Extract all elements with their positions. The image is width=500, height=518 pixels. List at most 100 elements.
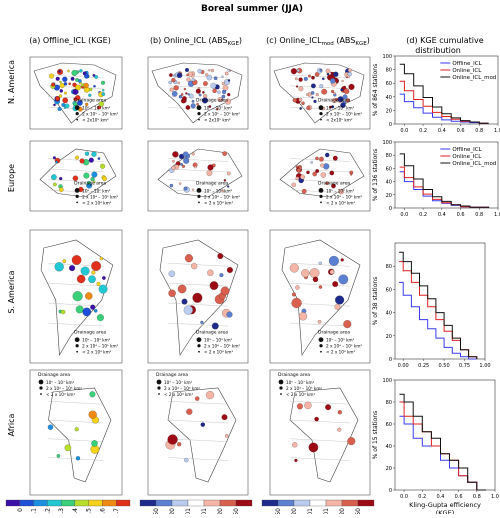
legend-title: Drainage area [74,98,106,104]
station-marker [55,96,60,101]
legend-label: 10⁵ – 10⁶ km² [82,338,111,343]
station-marker [202,91,205,94]
station-marker [186,77,191,82]
station-marker [55,76,60,81]
station-marker [325,152,330,158]
y-axis-label: % of 15 stations [372,411,379,460]
station-marker [100,80,105,85]
station-marker [292,292,297,297]
legend-label: < 2 x 10⁴ km² [204,200,233,205]
legend-marker [39,386,43,390]
colorbar-abs-b: −0.50 −0.20 −0.01 0.01 0.20 0.50 [139,499,253,518]
legend-label: 2 x 10⁵ – 10⁶ km² [326,112,362,117]
y-tick-label: 0 [389,488,392,494]
station-marker [211,322,219,330]
colorbar-tick-label: 0 [17,508,24,512]
legend-label: 10⁵ – 10⁷ km² [286,380,315,385]
station-marker [97,105,102,110]
y-tick-label: 20 [386,108,392,114]
station-marker [313,99,317,104]
x-tick-label: 0.4 [436,494,444,500]
station-marker [325,181,329,185]
station-marker [168,270,175,277]
border-line [167,438,229,442]
station-marker [207,164,214,171]
station-marker [312,276,319,283]
station-marker [96,281,101,286]
legend-marker [320,350,322,353]
station-marker [342,94,348,100]
station-marker [98,101,105,107]
station-marker [191,99,195,103]
legend-marker [279,386,283,390]
station-marker [168,289,176,297]
station-marker [62,259,67,264]
station-marker [180,93,184,96]
station-marker [94,75,98,79]
station-marker [92,73,96,77]
station-marker [71,69,78,76]
station-marker [68,82,72,86]
station-marker [298,312,308,321]
legend-marker [40,393,42,395]
station-marker [81,86,84,89]
station-marker [311,83,316,89]
station-marker [183,186,188,191]
station-marker [181,96,187,101]
station-marker [62,97,68,104]
station-marker [202,97,209,104]
station-marker [173,85,179,91]
legend-label: < 2 x 10⁴ km² [82,350,111,355]
colorbar-tick-label: 0.2 [44,508,51,514]
legend-entry: Online_ICL [452,68,482,74]
colorbar-tick-label: −0.20 [169,508,176,514]
station-marker [206,170,213,177]
station-marker [171,165,176,171]
station-marker [306,93,309,96]
station-marker [194,165,197,169]
column-header-c: (c) Online_ICLmod (ABSKGE) [266,36,370,47]
legend-marker [196,188,202,193]
station-marker [314,72,320,77]
station-marker [74,95,81,101]
x-tick-label: 0.0 [400,128,408,134]
x-tick-label: 0.8 [475,212,483,218]
cdf-chart: 0 20 40 60 80 100 0.0 0.2 0.4 0.6 0.8 1.0 % of 15 st… [372,378,499,517]
colorbar-segment [88,499,103,507]
station-marker [220,286,230,296]
station-marker [319,68,323,72]
legend-marker [74,105,80,111]
station-marker [186,408,193,415]
colorbar-segment [187,499,205,507]
station-marker [341,79,344,83]
y-axis-label: % of 136 stations [372,149,379,201]
station-marker [79,158,85,164]
y-tick-label: 40 [386,311,392,317]
station-marker [340,258,344,262]
station-marker [171,159,175,163]
station-marker [177,81,181,85]
legend-label: < 2 x 10⁴ km² [286,392,315,397]
colorbar-segment [19,499,34,507]
station-marker [331,89,335,94]
border-line [167,263,229,267]
legend-marker [197,112,201,116]
station-marker [169,87,174,92]
colorbar-tick-label: −0.01 [185,508,192,514]
station-marker [323,163,330,170]
legend-marker [76,201,79,204]
station-marker [205,73,209,77]
legend-label: 2 x 10⁴ – 10⁵ km² [82,344,118,349]
station-marker [195,88,201,94]
legend-title: Drainage area [196,180,228,186]
station-marker [183,157,190,164]
station-marker [88,93,92,97]
station-marker [311,96,314,99]
legend-label: 2 x 10⁴ – 10⁵ km² [46,386,82,391]
station-marker [172,151,179,158]
legend-label: < 2 x 10⁴ km² [82,200,111,205]
